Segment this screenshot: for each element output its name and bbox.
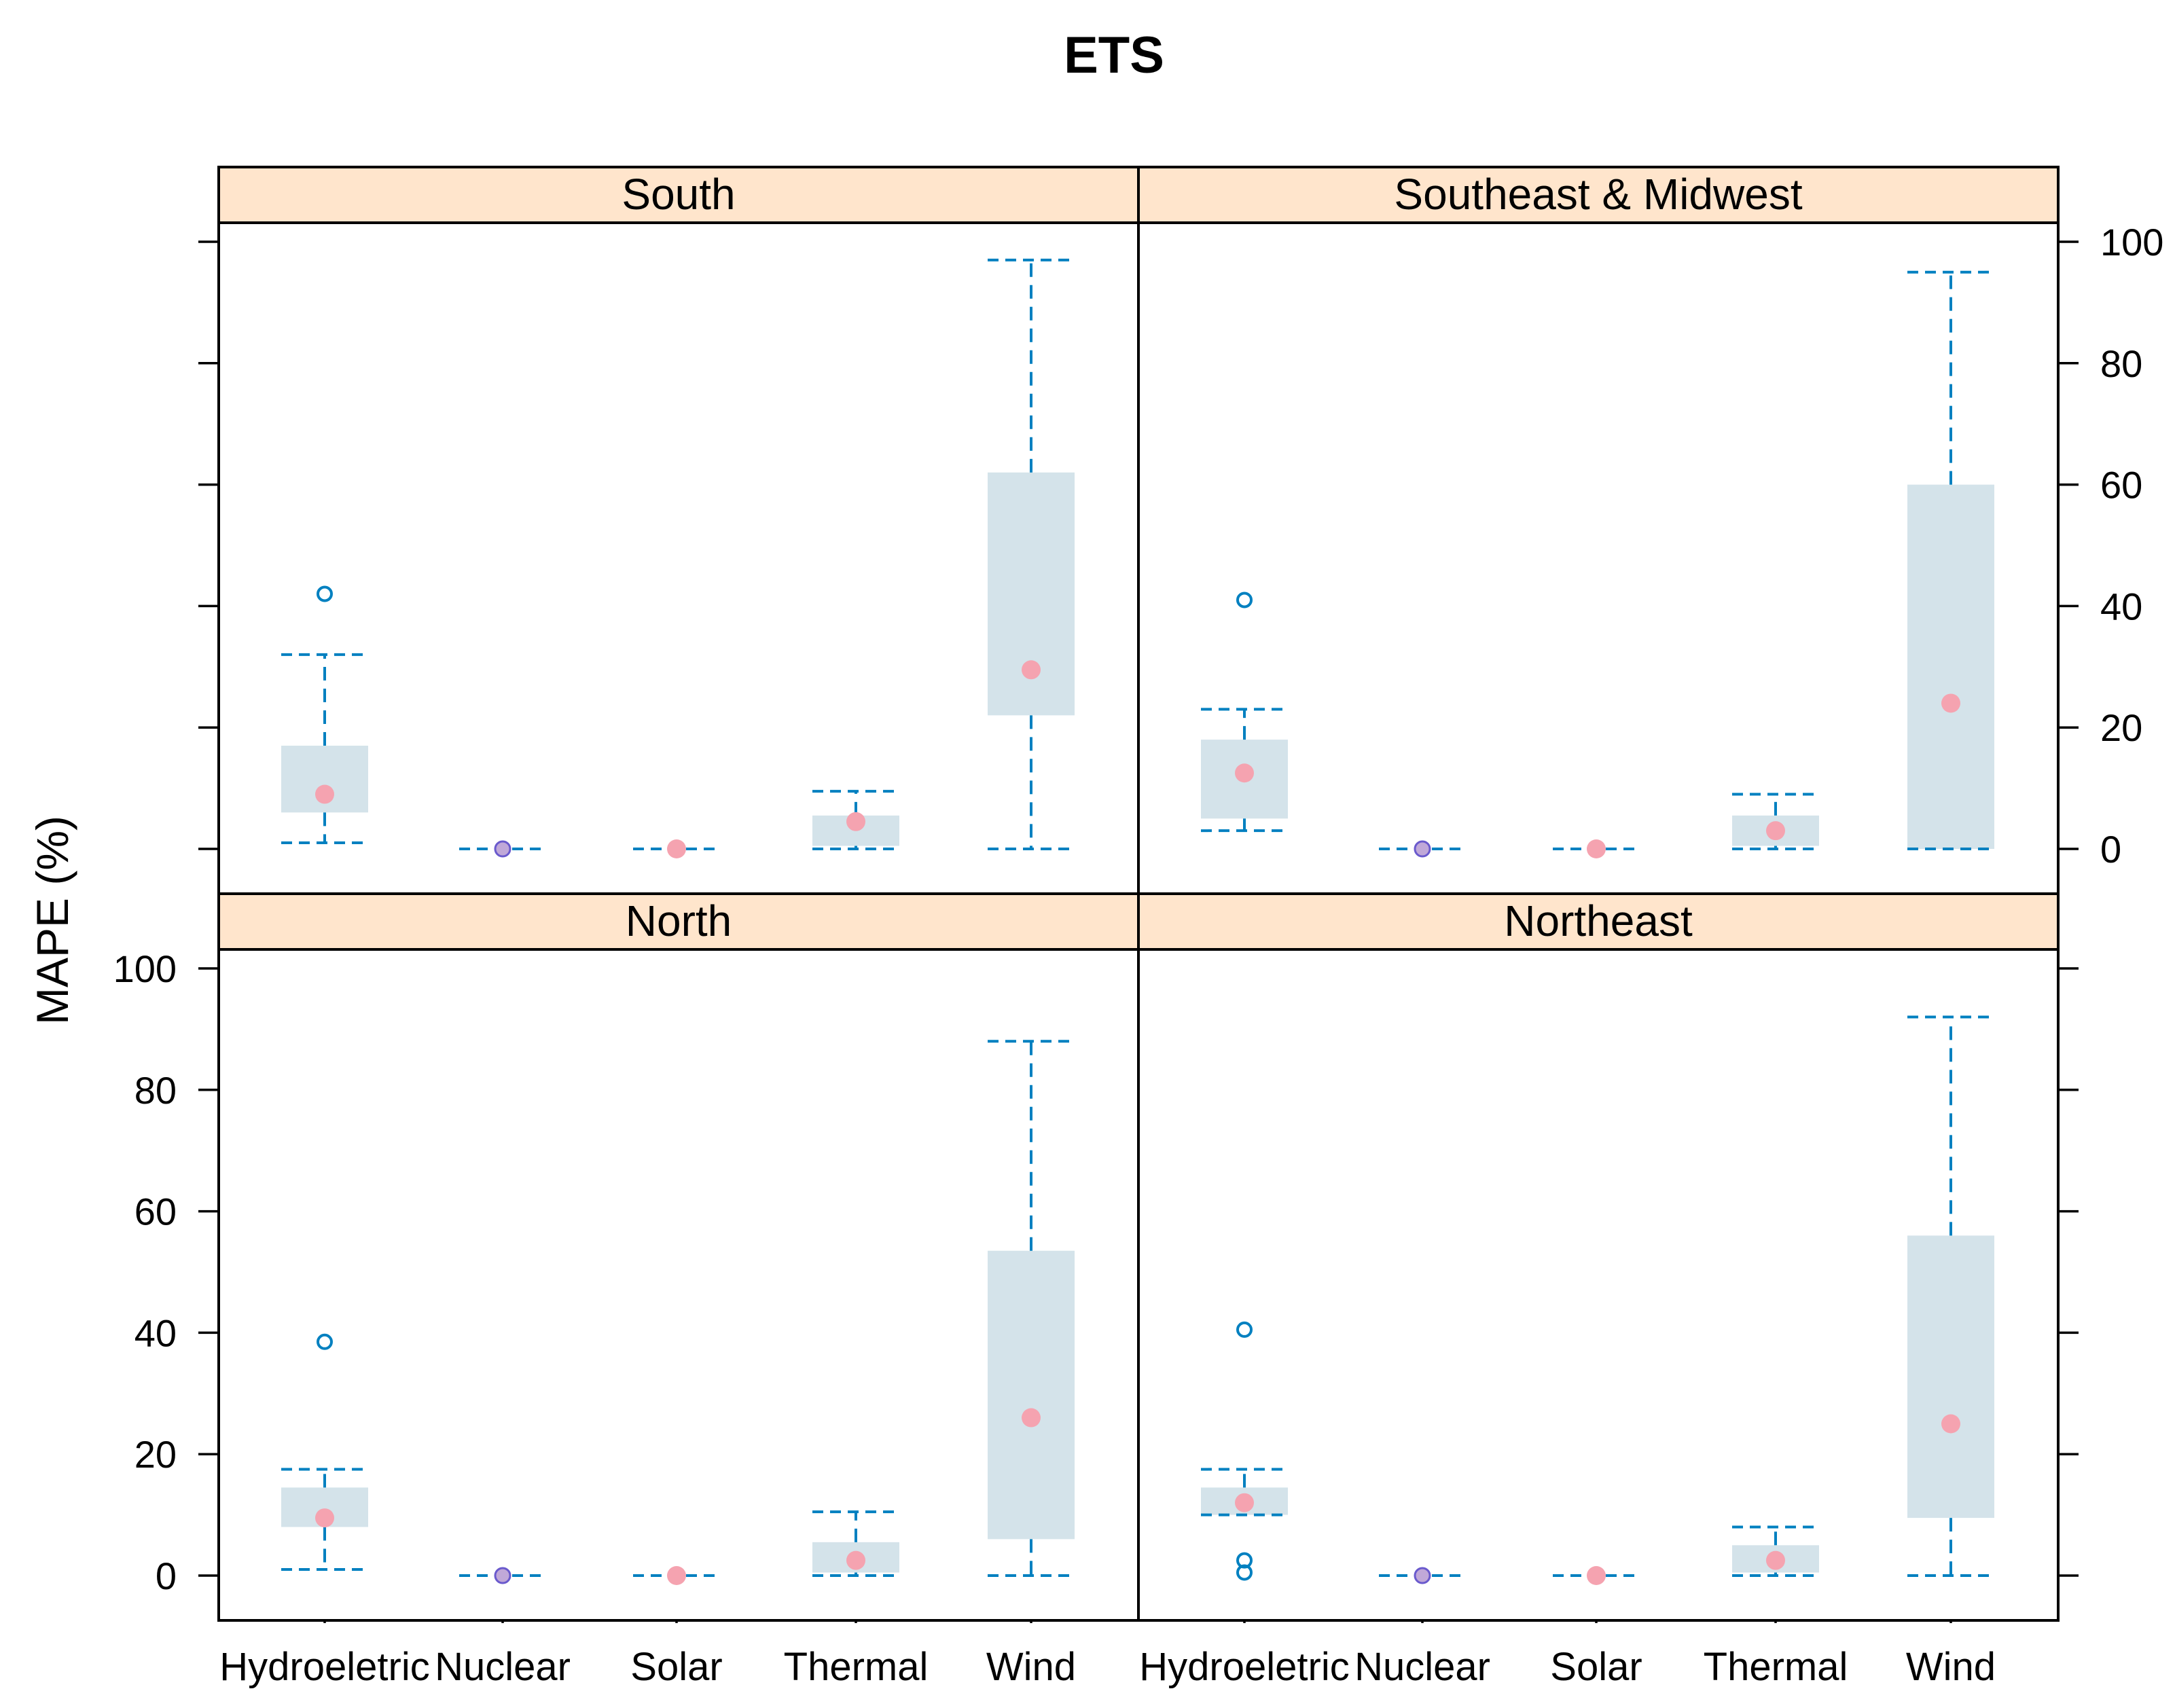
median-point <box>1022 660 1041 680</box>
outlier-point <box>1236 1552 1253 1569</box>
y-tick-label: 0 <box>156 1555 177 1597</box>
panel-north: North 0 20 40 60 80 100 Hydroeletric Nuclear Sola… <box>113 892 1140 1689</box>
outlier-point <box>1236 1564 1253 1581</box>
y-tick-label: 60 <box>2100 464 2142 507</box>
panel-strip-label: Southeast & Midwest <box>1394 170 1802 219</box>
box-iqr <box>988 1250 1075 1540</box>
y-tick-label: 60 <box>134 1191 177 1233</box>
panel-strip-label: South <box>622 170 735 219</box>
x-tick-label-solar: Solar <box>1550 1645 1642 1689</box>
x-tick-label-wind: Wind <box>1906 1645 1996 1689</box>
y-tick-label: 80 <box>134 1069 177 1112</box>
median-point <box>1941 693 1960 713</box>
box-nuclear <box>459 840 546 858</box>
y-tick-label: 0 <box>2100 828 2121 871</box>
box-thermal <box>1732 1525 1819 1577</box>
median-point <box>1941 1414 1960 1434</box>
box-hydroeletric <box>1201 592 1288 833</box>
box-hydroeletric <box>281 585 368 845</box>
median-point <box>1414 1567 1431 1584</box>
median-point <box>667 839 686 858</box>
median-point <box>494 840 511 858</box>
y-axis-label: MAPE (%) <box>27 816 77 1025</box>
panel-strip <box>1137 892 2060 951</box>
median-point <box>1587 1566 1606 1585</box>
x-tick-label-hydroeletric: Hydroeletric <box>219 1645 429 1689</box>
median-point <box>1766 1550 1785 1570</box>
box-thermal <box>812 790 899 850</box>
x-tick-label-nuclear: Nuclear <box>1354 1645 1490 1689</box>
y-tick-label: 100 <box>2100 221 2163 264</box>
box-hydroeletric <box>281 1333 368 1571</box>
y-tick-label: 40 <box>134 1311 177 1354</box>
box-nuclear <box>1379 840 1466 858</box>
x-tick-label-thermal: Thermal <box>784 1645 929 1689</box>
box-wind <box>988 1040 1075 1577</box>
panel-southeast-midwest: Southeast & Midwest 0 20 40 60 80 100 <box>1137 166 2163 895</box>
box-solar <box>633 839 720 858</box>
median-point <box>494 1567 511 1584</box>
median-point <box>1235 1493 1254 1512</box>
box-thermal <box>812 1510 899 1577</box>
median-point <box>1022 1408 1041 1428</box>
box-solar <box>1553 839 1640 858</box>
median-point <box>1766 821 1785 841</box>
median-point <box>315 784 334 804</box>
panels-layer: South Southeast & Midwest020406080100Nort… <box>113 166 2163 1689</box>
panel-strip-label: North <box>626 896 732 945</box>
x-tick-label-thermal: Thermal <box>1704 1645 1848 1689</box>
panel-strip <box>1137 166 2060 224</box>
outlier-point <box>317 1333 333 1350</box>
outlier-point <box>1236 592 1253 608</box>
x-tick-label-solar: Solar <box>630 1645 722 1689</box>
median-point <box>1414 840 1431 858</box>
panel-strip <box>217 166 1140 224</box>
box-wind <box>988 258 1075 850</box>
panel-south: South <box>198 166 1140 895</box>
panel-strip-label: Northeast <box>1504 896 1693 945</box>
panel-frame <box>1137 948 2060 1622</box>
median-point <box>667 1566 686 1585</box>
y-tick-label: 20 <box>134 1433 177 1476</box>
median-point <box>846 1550 865 1570</box>
chart-title: ETS <box>1064 26 1164 84</box>
box-nuclear <box>1379 1567 1466 1584</box>
median-point <box>1587 839 1606 858</box>
median-point <box>1235 763 1254 783</box>
box-wind <box>1907 270 1994 850</box>
box-iqr <box>1907 484 1994 849</box>
box-solar <box>1553 1566 1640 1585</box>
panel-northeast: Northeast Hydroeletric Nuclear Solar Thermal… <box>1137 892 2079 1689</box>
box-hydroeletric <box>1201 1321 1288 1581</box>
outlier-point <box>317 585 333 602</box>
x-tick-label-nuclear: Nuclear <box>435 1645 571 1689</box>
median-point <box>315 1508 334 1528</box>
x-tick-label-hydroeletric: Hydroeletric <box>1139 1645 1349 1689</box>
box-nuclear <box>459 1567 546 1584</box>
y-tick-label: 100 <box>113 947 177 990</box>
y-tick-label: 20 <box>2100 706 2142 749</box>
median-point <box>846 812 865 831</box>
box-thermal <box>1732 793 1819 850</box>
x-tick-label-wind: Wind <box>986 1645 1076 1689</box>
box-solar <box>633 1566 720 1585</box>
y-tick-label: 80 <box>2100 342 2142 385</box>
box-iqr <box>1907 1235 1994 1519</box>
box-wind <box>1907 1015 1994 1577</box>
y-tick-label: 40 <box>2100 585 2142 628</box>
outlier-point <box>1236 1321 1253 1338</box>
